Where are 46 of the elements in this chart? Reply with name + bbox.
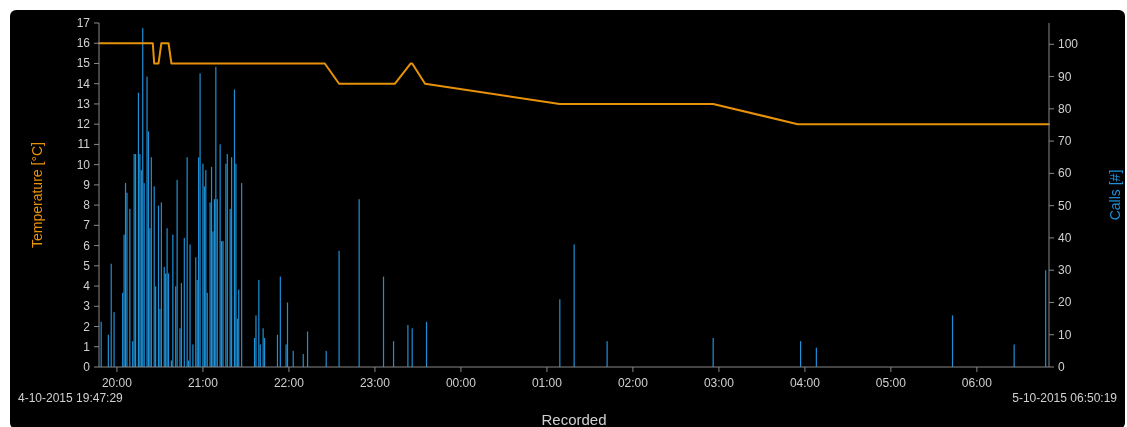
y2-tick-label: 60 — [1058, 166, 1072, 181]
y2-axis-title: Calls [#] — [1107, 169, 1123, 221]
y-tick-label: 12 — [76, 117, 91, 132]
y-tick-label: 3 — [83, 299, 91, 314]
y-tick-label: 5 — [83, 258, 91, 273]
x-tick-label: 02:00 — [617, 376, 649, 390]
x-tick-label: 21:00 — [187, 376, 219, 390]
y-tick-label: 9 — [83, 177, 91, 192]
y-tick-label: 6 — [83, 238, 91, 253]
y2-tick-label: 80 — [1058, 101, 1072, 116]
y-tick-label: 16 — [76, 36, 91, 51]
y-tick-label: 8 — [83, 198, 91, 213]
y2-tick-label: 50 — [1058, 198, 1072, 213]
y2-tick-label: 10 — [1058, 327, 1072, 342]
y2-tick-label: 0 — [1058, 360, 1065, 374]
x-tick-label: 00:00 — [445, 376, 477, 390]
x-tick-label: 03:00 — [703, 376, 735, 390]
x-axis-title: Recorded — [541, 411, 607, 427]
y-tick-label: 0 — [83, 360, 91, 374]
y-tick-label: 13 — [76, 96, 91, 111]
text: 5-10-2015 06:50:19 — [1012, 391, 1118, 405]
y-axis-title: Temperature [°C] — [29, 142, 45, 248]
x-tick-label: 23:00 — [359, 376, 391, 390]
y-tick-label: 11 — [77, 137, 91, 152]
y-tick-label: 17 — [76, 16, 91, 30]
x-tick-label: 06:00 — [961, 376, 993, 390]
x-tick-label: 22:00 — [273, 376, 305, 390]
y-tick-label: 10 — [76, 157, 91, 172]
y-tick-label: 1 — [83, 339, 91, 354]
y2-tick-label: 20 — [1058, 295, 1072, 310]
y2-tick-label: 70 — [1058, 134, 1072, 149]
y-tick-label: 14 — [76, 76, 91, 91]
x-tick-label: 20:00 — [101, 376, 133, 390]
y2-tick-label: 40 — [1058, 230, 1072, 245]
y-tick-label: 7 — [83, 218, 91, 233]
line-series — [98, 42, 1050, 126]
y2-tick-label: 90 — [1058, 69, 1072, 84]
y-tick-label: 2 — [83, 319, 91, 334]
x-tick-label: 05:00 — [875, 376, 907, 390]
y2-tick-label: 30 — [1058, 263, 1072, 278]
x-tick-label: 04:00 — [789, 376, 821, 390]
y-tick-label: 4 — [83, 279, 91, 294]
x-tick-label: 01:00 — [531, 376, 563, 390]
y2-tick-label: 100 — [1058, 37, 1079, 52]
text: 4-10-2015 19:47:29 — [18, 391, 124, 405]
y-tick-label: 15 — [76, 56, 91, 71]
